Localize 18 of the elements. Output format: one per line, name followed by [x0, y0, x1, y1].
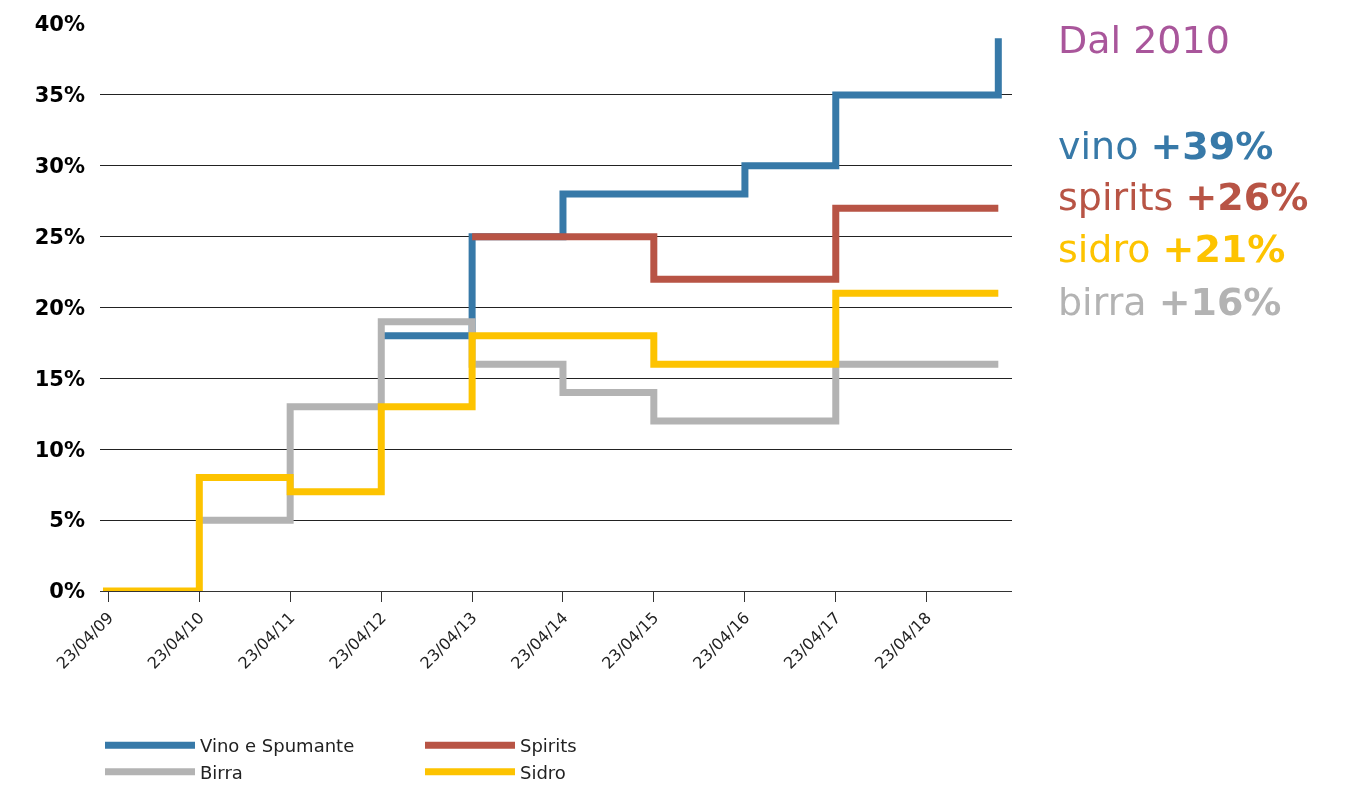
legend-label: Vino e Spumante: [200, 735, 355, 757]
y-tick-label: 20%: [34, 295, 85, 320]
text: vino +39%: [1058, 124, 1274, 168]
text: Dal 2010: [1058, 18, 1230, 62]
y-tick-label: 15%: [34, 366, 85, 391]
text: birra +16%: [1058, 280, 1282, 324]
legend-label: Spirits: [520, 735, 577, 757]
text: sidro +21%: [1058, 227, 1286, 271]
text: spirits +26%: [1058, 175, 1309, 219]
y-tick-label: 10%: [34, 437, 85, 462]
y-tick-label: 30%: [34, 154, 85, 179]
legend-label: Birra: [200, 761, 243, 783]
y-tick-label: 0%: [49, 579, 85, 604]
y-tick-label: 35%: [34, 83, 85, 108]
y-tick-label: 25%: [34, 224, 85, 249]
legend-label: Sidro: [520, 761, 566, 783]
y-tick-label: 40%: [34, 12, 85, 37]
y-tick-label: 5%: [49, 508, 85, 533]
